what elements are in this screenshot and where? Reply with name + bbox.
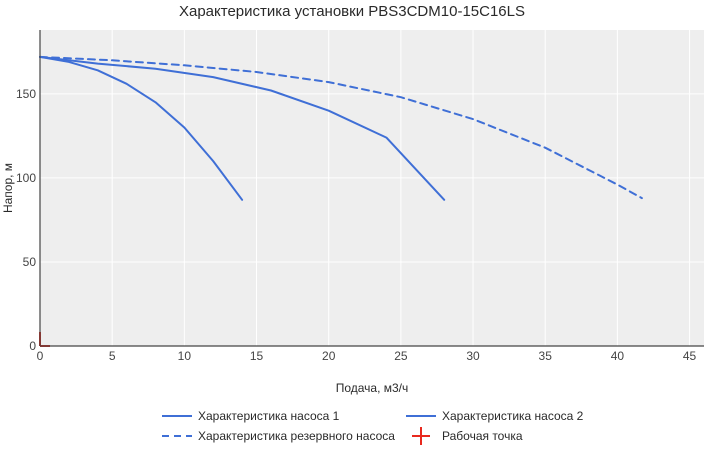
y-tick-label: 150	[16, 87, 36, 101]
x-tick-label: 45	[683, 349, 697, 363]
x-tick-labels: 0 5 10 15 20 25 30 35 40 45	[37, 349, 697, 363]
series-line-1	[39, 55, 244, 201]
legend-label: Характеристика насоса 2	[442, 409, 584, 423]
legend: Характеристика насоса 1 Характеристика на…	[162, 409, 584, 445]
x-tick-label: 25	[394, 349, 408, 363]
legend-item-4: Рабочая точка	[412, 427, 523, 445]
series-line-3	[39, 55, 643, 200]
x-tick-label: 15	[250, 349, 264, 363]
axes	[39, 30, 704, 347]
x-tick-label: 0	[37, 349, 44, 363]
legend-label: Характеристика насоса 1	[198, 409, 340, 423]
x-tick-label: 5	[109, 349, 116, 363]
y-tick-label: 100	[16, 171, 36, 185]
y-tick-labels: 0 50 100 150	[16, 87, 36, 353]
x-tick-label: 35	[539, 349, 553, 363]
series-line-2	[39, 55, 446, 201]
x-tick-label: 30	[466, 349, 480, 363]
legend-item-1: Характеристика насоса 1	[162, 409, 340, 423]
legend-label: Рабочая точка	[442, 429, 523, 443]
y-tick-label: 0	[29, 339, 36, 353]
legend-label: Характеристика резервного насоса	[198, 429, 395, 443]
y-tick-label: 50	[23, 255, 37, 269]
x-axis-title: Подача, м3/ч	[336, 381, 409, 395]
chart-title: Характеристика установки PBS3CDM10-15C16…	[179, 3, 525, 20]
x-tick-label: 40	[611, 349, 625, 363]
y-axis-title: Напор, м	[1, 163, 15, 213]
legend-item-3: Характеристика резервного насоса	[162, 429, 395, 443]
x-tick-label: 10	[178, 349, 192, 363]
plot-area[interactable]	[40, 30, 704, 346]
x-tick-label: 20	[322, 349, 336, 363]
series-layer	[39, 55, 643, 347]
legend-item-2: Характеристика насоса 2	[406, 409, 584, 423]
grid-lines	[40, 30, 704, 346]
